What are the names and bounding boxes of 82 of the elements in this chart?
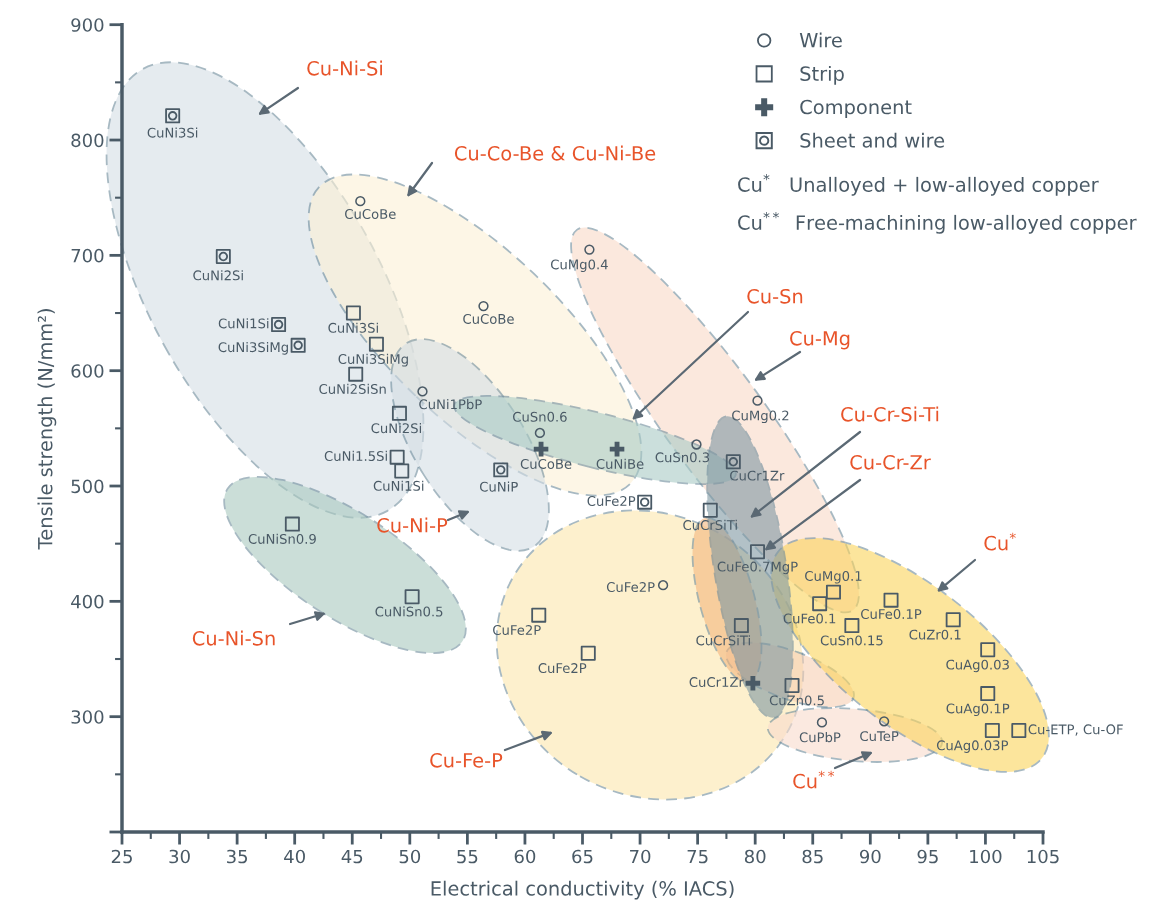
annotation: Cu-Ni-Si	[307, 60, 382, 76]
annotation: CuMg0.1	[805, 570, 862, 584]
annotation: CuNi2Si	[371, 422, 421, 434]
annotation: CuCoBe	[463, 313, 514, 324]
annotation: CuSn0.15	[820, 635, 883, 646]
x-tick-label: 85	[802, 849, 823, 864]
legend-label: Strip	[800, 65, 844, 85]
x-tick-label: 105	[1027, 849, 1059, 864]
annotation: Cu-Co-Be & Cu-Ni-Be	[454, 145, 656, 161]
x-tick-label: 65	[572, 849, 593, 864]
legend-label: Wire	[799, 32, 842, 48]
annotation: CuNi2Si	[193, 270, 243, 281]
x-tick-label: 55	[457, 849, 478, 864]
x-tick-label: 45	[341, 849, 363, 864]
annotation: Cu$^{**}$	[793, 770, 835, 789]
annotation: CuNi3SiMg	[338, 353, 408, 367]
annotation: CuFe2P	[606, 582, 655, 593]
annotation: CuZr0.1	[909, 629, 961, 640]
annotation: CuNi3Si	[147, 127, 198, 138]
y-tick-label: 900	[71, 18, 104, 32]
annotation: CuAg0.03	[946, 659, 1009, 673]
annotation: Cu-Sn	[747, 288, 803, 304]
annotation: CuTeP	[860, 731, 899, 742]
x-tick-label: 75	[687, 849, 708, 864]
y-tick-label: 600	[71, 364, 104, 378]
y-axis-title: Tensile strength (N/mm²)	[37, 309, 57, 550]
annotation: Cu-Cr-Si-Ti	[841, 406, 939, 422]
annotation: Cu-Ni-Sn	[192, 630, 275, 646]
annotation: CuFe2P	[493, 625, 541, 636]
x-tick-label: 40	[284, 849, 305, 864]
annotation: CuFe2P	[587, 496, 636, 506]
annotation: CuSn0.3	[655, 452, 710, 463]
annotation: CuZn0.5	[769, 695, 824, 706]
annotation: Cu-ETP, Cu-OF	[1028, 724, 1123, 736]
x-tick-label: 90	[859, 849, 881, 864]
y-tick-label: 400	[71, 594, 104, 609]
annotation: CuAg0.1P	[946, 703, 1010, 716]
annotation: CuCr1Zr	[689, 677, 744, 688]
annotation: CuMg0.4	[550, 259, 608, 272]
x-tick-label: 30	[169, 849, 190, 864]
annotation: CuNi3Si	[328, 322, 378, 333]
annotation: CuNiSn0.9	[248, 533, 316, 544]
annotation: CuFe0.1P	[861, 609, 922, 620]
y-tick-label: 800	[71, 133, 104, 148]
y-tick-label: 500	[71, 479, 104, 494]
x-tick-label: 100	[970, 849, 1002, 864]
annotation: CuFe2P	[538, 663, 587, 674]
annotation: CuNiSn0.5	[375, 606, 443, 617]
x-tick-label: 70	[630, 849, 651, 864]
x-tick-label: 50	[399, 849, 421, 864]
annotation: CuMg0.2	[732, 410, 789, 424]
annotation: Cu-Mg	[790, 330, 850, 350]
annotation: CuNi3SiMg	[218, 341, 288, 355]
annotation: Cu-Fe-P	[430, 752, 503, 768]
legend-label: Component	[800, 99, 912, 119]
annotation: CuNi1Si	[218, 318, 269, 329]
x-axis-title: Electrical conductivity (% IACS)	[431, 880, 734, 900]
text: Cu$^{**}$ Free-machining low-alloyed copper	[738, 212, 1137, 234]
annotation: Cu-Cr-Zr	[850, 454, 931, 470]
x-tick-label: 60	[514, 849, 536, 864]
annotation: CuCoBe	[520, 458, 572, 469]
annotation: CuNi2SiSn	[319, 383, 386, 394]
annotation: CuNiP	[479, 481, 518, 492]
annotation: CuPbP	[799, 732, 841, 743]
x-tick-label: 35	[227, 849, 248, 864]
annotation: Cu-Ni-P	[377, 517, 448, 533]
annotation: CuCrSiTi	[696, 635, 750, 646]
annotation: CuNi1Si	[373, 480, 424, 491]
legend-label: Sheet and wire	[800, 132, 945, 148]
y-tick-label: 300	[71, 710, 104, 724]
x-tick-label: 95	[917, 849, 938, 864]
annotation: CuCoBe	[345, 209, 396, 219]
annotation: Cu$^{*}$	[984, 532, 1016, 551]
x-tick-label: 25	[111, 849, 132, 864]
y-tick-label: 700	[71, 248, 104, 263]
annotation: CuNi1PbP	[419, 399, 482, 410]
text: Cu$^{*}$ Unalloyed + low-alloyed copper	[738, 174, 1099, 196]
annotation: CuNi1.5Si	[324, 450, 387, 462]
annotation: CuAg0.03P	[936, 740, 1009, 753]
annotation: CuSn0.6	[513, 411, 567, 422]
annotation: CuNiBe	[596, 458, 644, 469]
x-tick-label: 80	[744, 849, 766, 864]
